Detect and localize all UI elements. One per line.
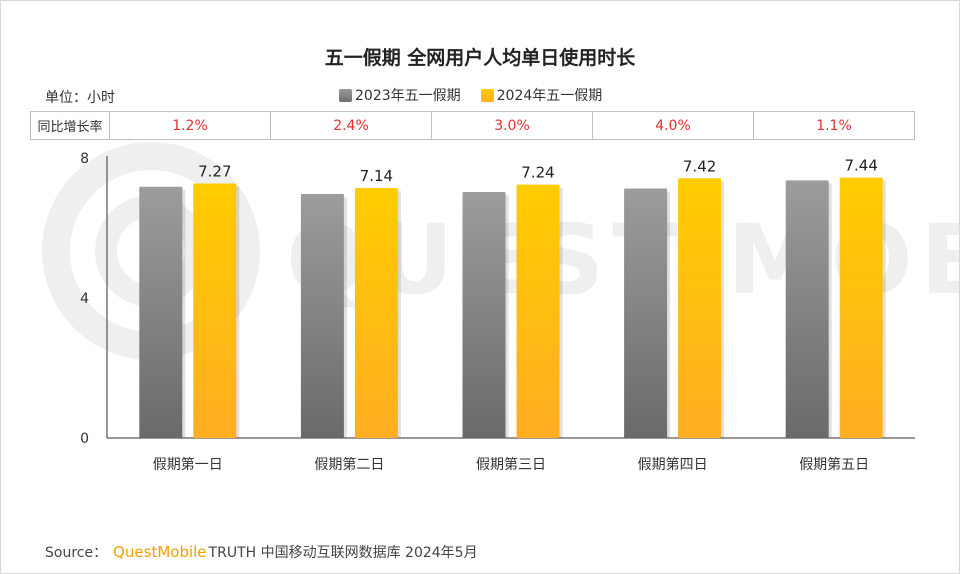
y-tick-label: 0	[80, 431, 89, 447]
data-label-2024: 7.42	[683, 157, 716, 175]
data-label-2024: 7.24	[521, 164, 554, 182]
bar-2024	[678, 178, 722, 439]
chart-title: 五一假期 全网用户人均单日使用时长	[324, 47, 636, 69]
bar-2024	[839, 177, 883, 438]
bar-2023	[624, 188, 668, 438]
legend-label-2024: 2024年五一假期	[496, 88, 603, 104]
y-tick-label: 4	[80, 291, 89, 307]
bar-2023	[139, 186, 183, 438]
growth-rate-cell: 3.0%	[432, 112, 593, 139]
source-line: Source： QuestMobile TRUTH 中国移动互联网数据库 202…	[45, 542, 478, 562]
growth-rate-cell: 1.2%	[110, 112, 271, 139]
x-tick-label: 假期第二日	[314, 456, 384, 473]
legend-label-2023: 2023年五一假期	[355, 88, 461, 104]
growth-rate-cell: 2.4%	[271, 112, 432, 139]
data-label-2024: 7.27	[198, 163, 231, 181]
unit-label: 单位：小时	[45, 90, 115, 106]
bar-2023	[462, 191, 506, 438]
bar-2024	[354, 188, 398, 438]
data-label-2024: 7.44	[844, 157, 877, 175]
bar-2024	[193, 183, 237, 438]
bar-2024	[516, 184, 560, 438]
x-tick-label: 假期第四日	[638, 456, 708, 473]
x-tick-label: 假期第一日	[153, 456, 223, 473]
source-brand: QuestMobile	[113, 543, 207, 561]
source-prefix: Source：	[45, 545, 108, 561]
x-tick-label: 假期第五日	[799, 456, 869, 473]
source-suffix: TRUTH 中国移动互联网数据库 2024年5月	[208, 545, 478, 561]
legend-swatch-2023	[339, 88, 352, 102]
growth-rate-cell: 4.0%	[593, 112, 754, 139]
growth-rate-row: 同比增长率 1.2% 2.4% 3.0% 4.0% 1.1%	[30, 111, 915, 140]
growth-rate-cell: 1.1%	[816, 117, 852, 134]
data-label-2024: 7.14	[360, 167, 393, 185]
legend-item-2023: 2023年五一假期	[339, 85, 461, 105]
growth-rate-header: 同比增长率	[31, 112, 110, 139]
y-tick-label: 8	[80, 151, 89, 167]
x-tick-label: 假期第三日	[476, 456, 546, 473]
bar-2023	[300, 194, 344, 438]
bar-2023	[785, 180, 829, 438]
legend: 2023年五一假期 2024年五一假期	[339, 85, 622, 105]
legend-item-2024: 2024年五一假期	[480, 85, 603, 105]
legend-swatch-2024	[480, 88, 494, 102]
